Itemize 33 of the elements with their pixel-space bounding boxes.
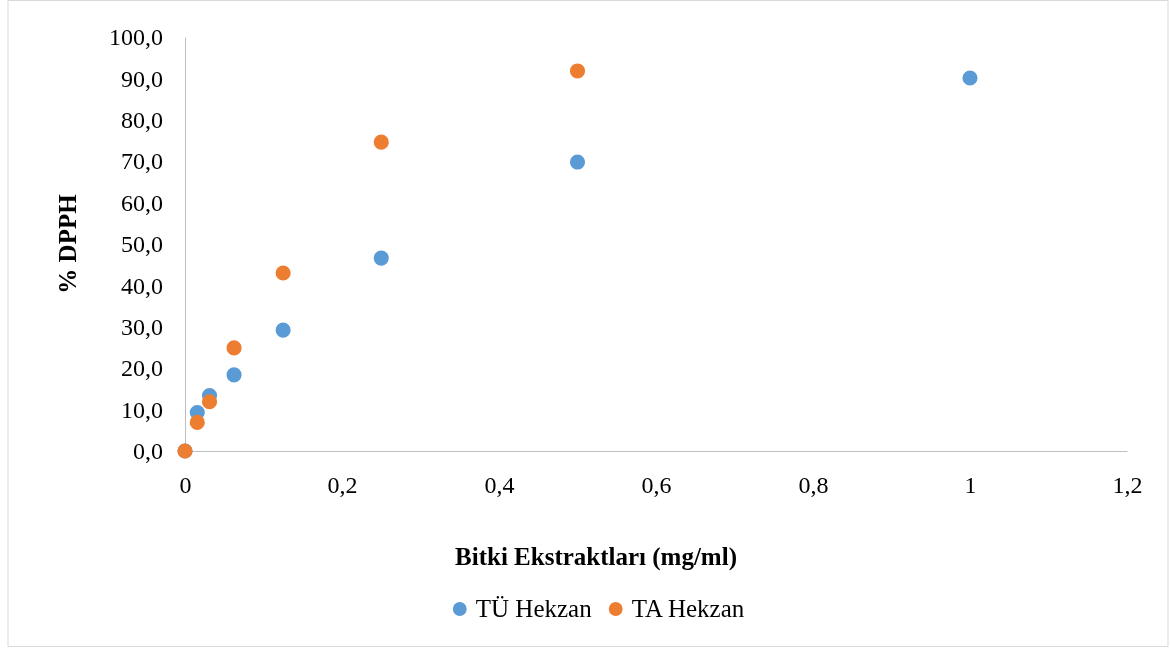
y-tick-label: 0,0 bbox=[133, 438, 163, 465]
point bbox=[275, 265, 291, 281]
legend-label: TÜ Hekzan bbox=[475, 595, 593, 622]
point bbox=[373, 250, 389, 266]
x-tick-label: 1 bbox=[964, 471, 977, 498]
legend-label: TA Hekzan bbox=[631, 595, 745, 622]
x-tick-label: 0,4 bbox=[484, 471, 515, 498]
y-tick-label: 70,0 bbox=[121, 148, 163, 175]
y-tick-label: 80,0 bbox=[121, 106, 163, 133]
x-axis-title: Bitki Ekstraktları (mg/ml) bbox=[455, 543, 737, 571]
y-tick-label: 50,0 bbox=[121, 231, 163, 258]
point bbox=[962, 70, 978, 86]
y-tick-label: 90,0 bbox=[121, 65, 163, 92]
y-tick-label: 20,0 bbox=[121, 355, 163, 382]
y-tick-label: 100,0 bbox=[109, 24, 163, 51]
point bbox=[226, 367, 242, 383]
y-tick-label: 60,0 bbox=[121, 189, 163, 216]
point bbox=[569, 63, 586, 79]
point bbox=[569, 154, 586, 170]
x-tick-label: 0,6 bbox=[641, 471, 672, 498]
x-tick-label: 0,8 bbox=[798, 471, 829, 498]
point bbox=[226, 340, 242, 356]
point bbox=[189, 414, 205, 430]
y-tick-label: 40,0 bbox=[121, 272, 163, 299]
y-tick-label: 10,0 bbox=[121, 396, 163, 423]
point bbox=[201, 394, 218, 410]
x-tick-label: 1,2 bbox=[1112, 471, 1143, 498]
x-tick-label: 0 bbox=[179, 471, 192, 498]
y-tick-label: 30,0 bbox=[121, 313, 163, 340]
point bbox=[373, 134, 389, 150]
x-tick-label: 0,2 bbox=[327, 471, 358, 498]
point bbox=[275, 322, 291, 338]
y-axis-title: % DPPH bbox=[54, 193, 81, 294]
